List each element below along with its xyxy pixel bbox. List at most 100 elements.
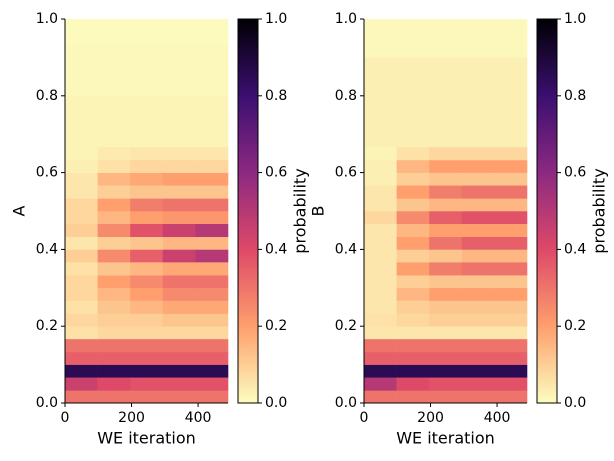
heatmap-cell: [396, 70, 430, 84]
heatmap-cell: [494, 121, 528, 135]
heatmap-cell: [429, 146, 463, 161]
heatmap-cell: [429, 300, 463, 314]
heatmap-cell: [364, 198, 397, 212]
heatmap-cell: [65, 134, 98, 148]
heatmap-cell: [65, 364, 98, 378]
heatmap-cell: [494, 185, 528, 199]
heatmap-cell: [396, 172, 430, 186]
heatmap-cell: [130, 390, 164, 404]
heatmap-cell: [162, 351, 196, 365]
heatmap-cell: [65, 31, 98, 46]
heatmap-cell: [97, 70, 131, 84]
colorbar-tick-label: 0.8: [564, 88, 586, 104]
heatmap-cell: [65, 287, 98, 301]
heatmap-cell: [195, 377, 229, 391]
heatmap-cell: [364, 172, 397, 186]
heatmap-cell: [364, 185, 397, 199]
heatmap-cell: [130, 300, 164, 314]
heatmap-cell: [65, 351, 98, 365]
heatmap-cell: [364, 121, 397, 135]
heatmap-cell: [162, 287, 196, 301]
heatmap-cell: [364, 211, 397, 224]
heatmap-cell: [494, 287, 528, 301]
heatmap-cell: [97, 236, 131, 250]
heatmap-cell: [65, 159, 98, 173]
heatmap-cell: [461, 300, 495, 314]
heatmap-cell: [97, 364, 131, 378]
heatmap-cell: [461, 198, 495, 212]
x-tick-label: 0: [360, 410, 369, 426]
heatmap-cell: [396, 19, 430, 32]
x-tick-label: 400: [185, 410, 212, 426]
heatmap-cell: [461, 44, 495, 58]
heatmap-cell: [195, 249, 229, 263]
heatmap-cell: [130, 121, 164, 135]
heatmap-cell: [494, 313, 528, 327]
heatmap-cell: [364, 146, 397, 161]
heatmap-cell: [461, 338, 495, 353]
heatmap-cell: [130, 172, 164, 186]
y-axis-label: B: [309, 206, 328, 217]
heatmap-cell: [130, 377, 164, 391]
heatmap-cell: [429, 377, 463, 391]
heatmap-cell: [65, 223, 98, 238]
heatmap-cell: [461, 121, 495, 135]
heatmap-cell: [461, 211, 495, 224]
heatmap-cell: [65, 185, 98, 199]
heatmap-cell: [364, 377, 397, 391]
heatmap-cell: [364, 31, 397, 46]
heatmap-cell: [396, 351, 430, 365]
heatmap-cell: [461, 236, 495, 250]
heatmap-cell: [130, 108, 164, 122]
heatmap-cell: [364, 159, 397, 173]
y-tick-label: 0.2: [36, 318, 58, 334]
heatmap-cell: [429, 108, 463, 122]
heatmap-cell: [162, 44, 196, 58]
heatmap-cell: [195, 351, 229, 365]
heatmap-cell: [162, 159, 196, 173]
heatmap-cell: [195, 313, 229, 327]
heatmap-cell: [162, 19, 196, 32]
heatmap-cell: [195, 44, 229, 58]
heatmap-cell: [429, 70, 463, 84]
heatmap-cell: [364, 44, 397, 58]
heatmap-cell: [195, 185, 229, 199]
heatmap-cell: [97, 95, 131, 109]
heatmap-cell: [162, 249, 196, 263]
heatmap-cell: [130, 146, 164, 161]
heatmap-cell: [65, 57, 98, 71]
heatmap-cell: [461, 326, 495, 340]
heatmap-cell: [429, 313, 463, 327]
heatmap-cell: [195, 338, 229, 353]
heatmap-cell: [130, 236, 164, 250]
heatmap-cell: [429, 95, 463, 109]
colorbar-tick-label: 0.6: [564, 165, 586, 181]
heatmap-cell: [65, 249, 98, 263]
heatmap-cell: [130, 338, 164, 353]
heatmap-cell: [364, 57, 397, 71]
heatmap-cell: [429, 134, 463, 148]
heatmap-cell: [396, 262, 430, 276]
colorbar-label: probability: [291, 168, 310, 253]
heatmap-cell: [364, 249, 397, 263]
heatmap-cell: [97, 313, 131, 327]
heatmap-cell: [97, 146, 131, 161]
heatmap-cell: [429, 351, 463, 365]
heatmap-cell: [130, 313, 164, 327]
x-axis-label: WE iteration: [97, 429, 196, 448]
heatmap-cell: [162, 275, 196, 289]
heatmap-cell: [429, 198, 463, 212]
heatmap-cell: [461, 390, 495, 404]
heatmap-cell: [429, 44, 463, 58]
heatmap-cell: [130, 287, 164, 301]
heatmap-cell: [494, 223, 528, 238]
heatmap-cell: [461, 95, 495, 109]
heatmap-cell: [461, 351, 495, 365]
heatmap-cell: [130, 275, 164, 289]
heatmap-cell: [65, 172, 98, 186]
heatmap-cell: [162, 390, 196, 404]
y-tick-label: 0.4: [335, 241, 357, 257]
heatmap-cell: [195, 146, 229, 161]
heatmap-cell: [494, 108, 528, 122]
